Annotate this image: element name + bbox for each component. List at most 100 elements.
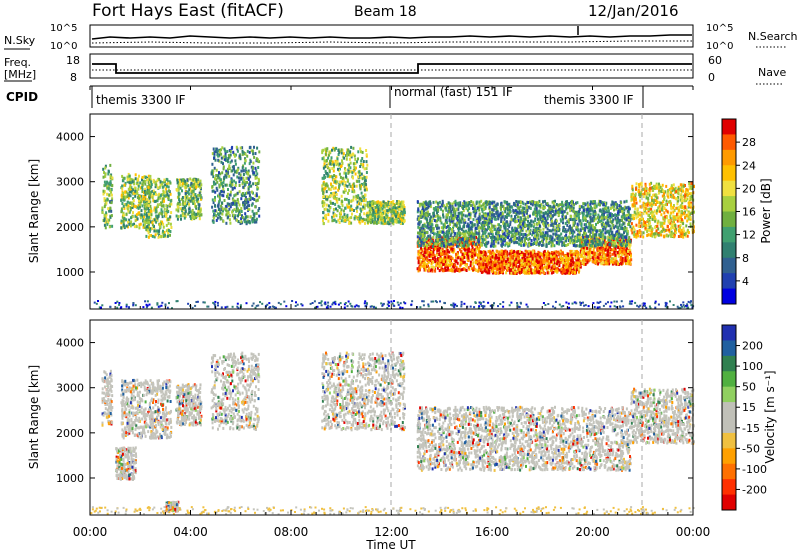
- power-cell: [227, 188, 229, 191]
- power-cell: [219, 186, 221, 189]
- power-cell: [521, 259, 523, 262]
- power-cell: [517, 257, 519, 260]
- power-cell: [123, 224, 125, 227]
- power-cell: [332, 192, 334, 195]
- power-cell: [631, 185, 633, 188]
- power-cell: [657, 206, 659, 209]
- power-cell: [157, 197, 159, 200]
- power-cell: [360, 202, 362, 205]
- power-cell: [627, 257, 629, 260]
- power-cell: [636, 182, 638, 185]
- power-cell: [357, 196, 359, 199]
- power-cell: [256, 176, 258, 179]
- power-cell: [180, 214, 182, 217]
- power-cell: [249, 151, 251, 154]
- nsky-label: N.Sky: [4, 34, 36, 47]
- power-cell: [632, 188, 634, 191]
- power-cell: [229, 203, 231, 206]
- power-cell: [361, 157, 363, 160]
- power-cell: [106, 223, 108, 226]
- power-cell: [134, 195, 136, 198]
- power-cell: [341, 216, 343, 219]
- power-cell: [145, 235, 147, 238]
- power-cell: [519, 268, 521, 271]
- power-cell: [617, 246, 619, 249]
- power-cell: [551, 267, 553, 270]
- power-cell: [217, 159, 219, 162]
- power-cell: [460, 250, 462, 253]
- power-cell: [395, 220, 397, 223]
- power-cell: [681, 210, 683, 213]
- power-cell: [351, 171, 353, 174]
- power-cell: [257, 166, 259, 169]
- power-cell: [398, 221, 400, 224]
- power-cell: [526, 251, 528, 254]
- power-cell: [223, 155, 225, 158]
- power-cell: [343, 210, 345, 213]
- power-cell: [521, 264, 523, 267]
- power-cell: [359, 184, 361, 187]
- power-cell: [685, 188, 687, 191]
- power-cell: [238, 180, 240, 183]
- power-cell: [240, 207, 242, 210]
- power-cell: [362, 206, 364, 209]
- power-cell: [611, 260, 613, 263]
- power-cell: [387, 221, 389, 224]
- power-cell: [222, 220, 224, 223]
- power-cell: [350, 216, 352, 219]
- power-cell: [470, 249, 472, 252]
- power-cell: [252, 210, 254, 213]
- power-cell: [624, 251, 626, 254]
- power-cell: [177, 205, 179, 208]
- power-cell: [334, 180, 336, 183]
- power-cell: [363, 160, 365, 163]
- power-cell: [565, 266, 567, 269]
- power-cell: [152, 196, 154, 199]
- power-cell: [449, 260, 451, 263]
- power-cell: [324, 159, 326, 162]
- power-cell: [144, 213, 146, 216]
- power-cell: [108, 187, 110, 190]
- power-cell: [191, 190, 193, 193]
- freq-tick-bottom: 8: [70, 71, 77, 84]
- power-cell: [627, 260, 629, 263]
- power-cell: [434, 247, 436, 250]
- power-cell: [197, 181, 199, 184]
- power-cell: [235, 184, 237, 187]
- power-cell: [334, 219, 336, 222]
- power-cell: [663, 222, 665, 225]
- power-cell: [567, 269, 569, 272]
- power-cell: [256, 159, 258, 162]
- power-cell: [355, 173, 357, 176]
- power-cell: [249, 146, 251, 149]
- power-cell: [214, 177, 216, 180]
- power-cell: [214, 151, 216, 154]
- power-cell: [682, 190, 684, 193]
- power-cell: [596, 252, 598, 255]
- power-cell: [323, 195, 325, 198]
- power-cell: [231, 211, 233, 214]
- power-cell: [161, 183, 163, 186]
- power-cell: [382, 204, 384, 207]
- power-cell: [472, 252, 474, 255]
- power-cell: [194, 193, 196, 196]
- power-cell: [146, 202, 148, 205]
- power-cell: [242, 192, 244, 195]
- freq-panel: Freq. [MHz] 18 8 Nave 60 0: [4, 54, 786, 84]
- power-cell: [652, 189, 654, 192]
- power-cell: [110, 210, 112, 213]
- power-cell: [217, 155, 219, 158]
- power-cell: [242, 166, 244, 169]
- power-cell: [213, 217, 215, 220]
- power-cell: [488, 271, 490, 274]
- power-cell: [140, 198, 142, 201]
- power-cell: [150, 180, 152, 183]
- power-cell: [438, 253, 440, 256]
- freq-trace: [92, 64, 692, 73]
- power-cell: [552, 271, 554, 274]
- cpid-segment-2: normal (fast) 151 IF: [394, 85, 513, 99]
- power-cell: [455, 259, 457, 262]
- power-cell: [163, 200, 165, 203]
- power-cell: [485, 257, 487, 260]
- power-cell: [511, 256, 513, 259]
